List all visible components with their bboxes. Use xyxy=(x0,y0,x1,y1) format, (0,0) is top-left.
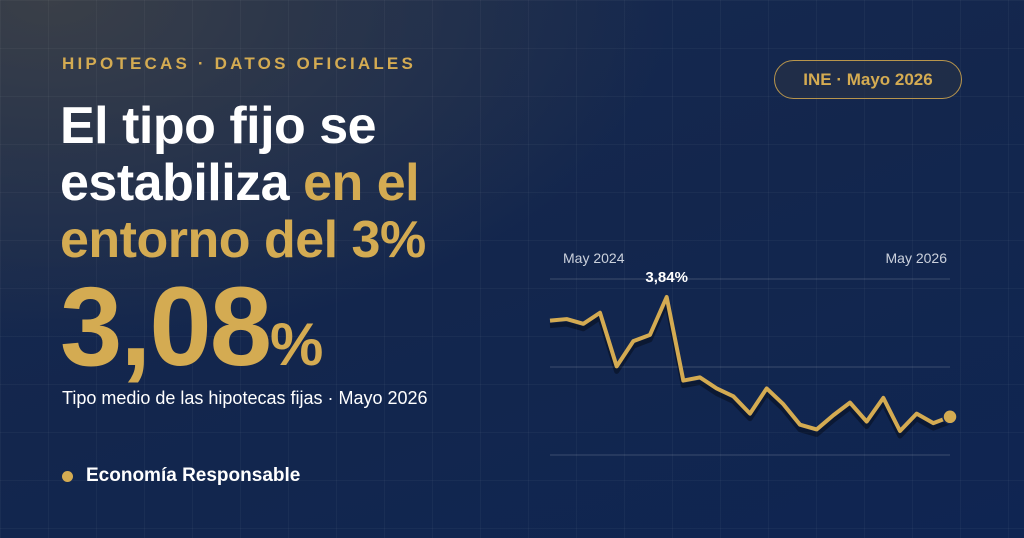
brand-dot xyxy=(62,470,73,482)
headline: El tipo fijo se estabiliza en el entorno… xyxy=(60,98,510,269)
hero-number: 3,08 xyxy=(60,264,272,389)
value-label: 3,84% xyxy=(645,269,688,286)
hero-unit: % xyxy=(269,311,324,378)
source-badge: INE · Mayo 2026 xyxy=(774,60,962,99)
x-tick-label: May 2024 xyxy=(563,250,625,266)
end-dot xyxy=(942,409,958,425)
brand: Economía Responsable xyxy=(62,465,300,487)
subtitle: Tipo medio de las hipotecas fijas · Mayo… xyxy=(62,388,428,408)
line xyxy=(549,295,951,433)
headline-white: El tipo fijo se estabiliza xyxy=(60,97,377,212)
headline-gold: en el entorno del 3% xyxy=(60,154,426,269)
line-shadow xyxy=(549,299,951,439)
x-tick-label: May 2026 xyxy=(886,250,948,266)
brand-name: Economía Responsable xyxy=(86,465,301,486)
hero-value: 3,08% xyxy=(60,262,323,391)
kicker: HIPOTECAS · DATOS OFICIALES xyxy=(62,54,417,73)
